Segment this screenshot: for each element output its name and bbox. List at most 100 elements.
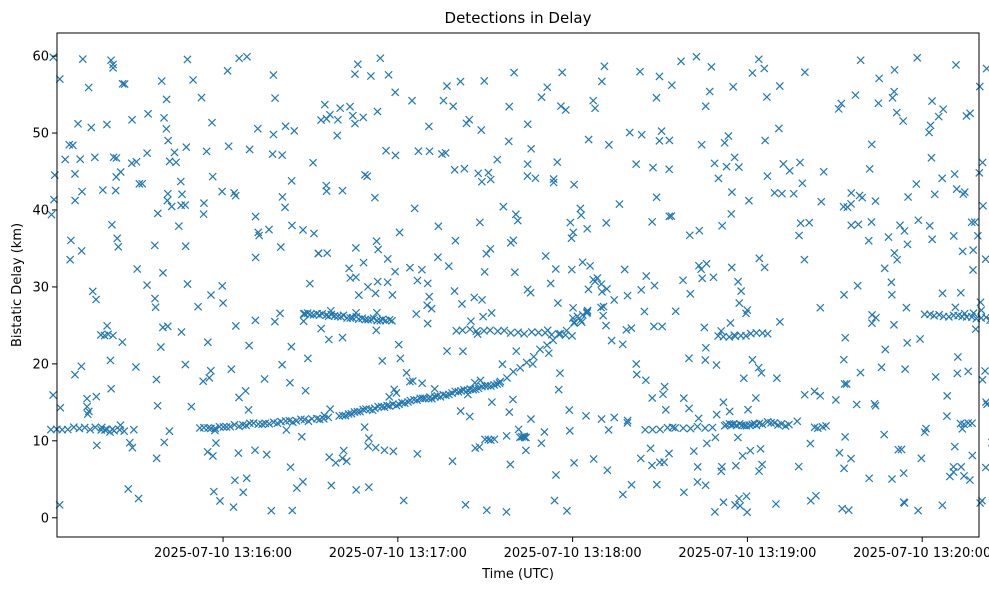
detection-point: [661, 405, 670, 414]
detection-point: [254, 228, 263, 237]
detection-point: [391, 88, 400, 97]
detection-point: [433, 253, 442, 262]
detection-point: [648, 217, 657, 226]
detection-point: [345, 102, 355, 111]
detection-point: [600, 62, 609, 71]
detection-point: [625, 128, 634, 137]
detection-point: [597, 77, 606, 86]
detection-point: [199, 199, 208, 208]
detection-point: [482, 506, 491, 515]
detection-point: [423, 279, 432, 288]
detection-point: [215, 496, 225, 505]
detection-point: [655, 136, 664, 145]
detection-point: [306, 310, 315, 319]
detection-point: [479, 312, 488, 321]
detection-point: [522, 358, 531, 367]
detection-point: [646, 444, 655, 453]
detection-point: [425, 292, 434, 301]
detection-point: [70, 169, 80, 178]
detection-point: [465, 115, 474, 124]
detection-point: [417, 265, 426, 274]
detection-point: [104, 330, 113, 339]
detection-point: [521, 446, 530, 455]
detection-point: [965, 476, 974, 485]
detection-point: [364, 442, 373, 451]
detection-point: [319, 414, 328, 423]
detection-point: [486, 175, 495, 184]
detection-point: [387, 316, 396, 325]
detection-point: [271, 94, 280, 103]
detection-point: [618, 340, 627, 349]
detection-point: [523, 172, 532, 181]
detection-point: [789, 189, 798, 198]
detection-point: [623, 418, 632, 427]
detection-point: [928, 235, 937, 244]
detection-point: [569, 303, 578, 312]
detection-point: [391, 151, 400, 160]
detection-point: [647, 461, 657, 470]
detection-point: [361, 315, 370, 324]
detection-point: [964, 367, 973, 376]
detection-point: [506, 328, 515, 338]
detection-point: [899, 469, 908, 478]
detection-point: [269, 130, 278, 139]
detection-point: [553, 299, 562, 308]
detection-point: [183, 280, 192, 289]
detection-point: [278, 192, 287, 201]
y-tick-label: 0: [41, 511, 49, 526]
detection-point: [317, 324, 326, 333]
detection-point: [956, 288, 965, 297]
detection-point: [107, 56, 116, 65]
detection-point: [177, 327, 186, 337]
detection-point: [181, 360, 190, 369]
detection-point: [107, 220, 116, 229]
detection-point: [795, 231, 804, 240]
detection-point: [385, 315, 394, 324]
detection-point: [251, 316, 260, 325]
detection-point: [835, 448, 844, 457]
detection-point: [298, 477, 307, 486]
detection-point: [938, 501, 947, 510]
detection-point: [373, 277, 382, 286]
detection-point: [108, 331, 117, 340]
detection-point: [888, 93, 897, 102]
detection-point: [336, 104, 345, 113]
detection-point: [719, 332, 728, 341]
detection-point: [576, 204, 585, 213]
detection-point: [388, 290, 397, 299]
detection-point: [320, 411, 329, 420]
detection-point: [720, 138, 729, 147]
detection-point: [601, 321, 611, 330]
detection-point: [925, 128, 934, 137]
detection-point: [242, 52, 251, 61]
detection-point: [556, 329, 565, 338]
detection-point: [506, 460, 515, 469]
detection-point: [299, 317, 308, 326]
detection-point: [603, 466, 612, 475]
detection-point: [158, 323, 167, 332]
detection-point: [506, 238, 515, 247]
detection-point: [693, 462, 702, 471]
detection-point: [204, 424, 213, 433]
detection-point: [805, 218, 814, 227]
detection-point: [413, 449, 422, 458]
detection-point: [339, 311, 348, 320]
detection-point: [90, 153, 99, 162]
detection-point: [800, 68, 809, 77]
detection-point: [352, 485, 361, 494]
detection-point: [316, 116, 326, 125]
detection-point: [632, 370, 641, 379]
detection-point: [950, 170, 959, 179]
detection-point: [960, 309, 969, 318]
detection-point: [770, 188, 779, 197]
detection-point: [744, 196, 753, 205]
detection-point: [477, 177, 486, 186]
detection-point: [405, 377, 414, 386]
detection-point: [806, 439, 815, 448]
detection-point: [741, 309, 751, 318]
detection-point: [389, 447, 398, 456]
detection-point: [442, 347, 452, 356]
detection-point: [599, 302, 608, 311]
detection-point: [498, 360, 507, 369]
detection-point: [754, 363, 763, 372]
